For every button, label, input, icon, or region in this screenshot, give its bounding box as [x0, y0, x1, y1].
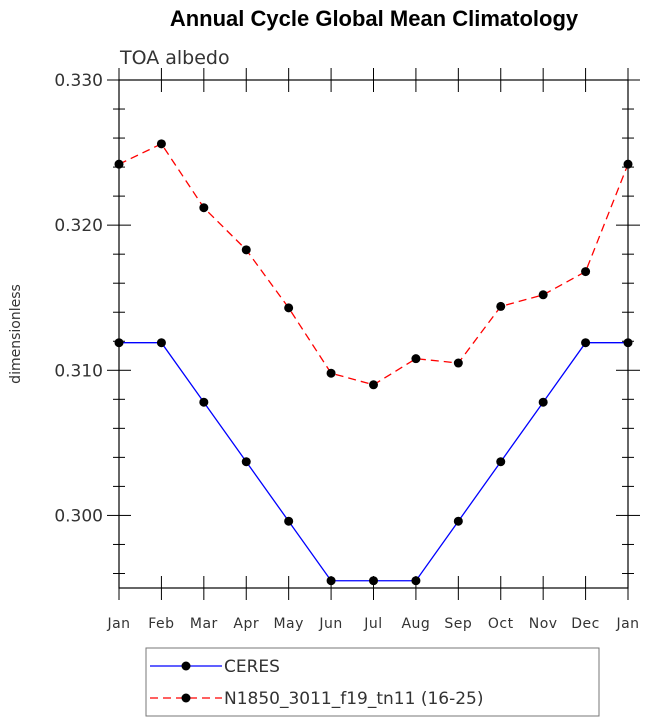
x-tick-label: Mar — [190, 616, 218, 632]
data-point — [496, 457, 506, 467]
legend-marker-ceres — [181, 661, 191, 671]
data-point — [114, 338, 124, 348]
data-point — [241, 245, 251, 255]
data-point — [156, 139, 166, 149]
x-tick-label: Apr — [233, 616, 259, 632]
legend-label-model: N1850_3011_f19_tn11 (16-25) — [224, 689, 484, 709]
x-tick-label: Jun — [318, 616, 342, 632]
y-tick-label: 0.320 — [54, 216, 103, 236]
plot-marks — [114, 139, 633, 586]
x-tick-label: May — [273, 616, 303, 632]
y-axis-label: dimensionless — [8, 284, 24, 384]
data-point — [199, 397, 209, 407]
data-point — [326, 576, 336, 586]
legend-marker-model — [181, 693, 191, 703]
x-tick-label: Jan — [615, 616, 639, 632]
data-point — [538, 397, 548, 407]
data-point — [199, 203, 209, 213]
data-point — [114, 159, 124, 169]
x-tick-label: Aug — [401, 616, 430, 632]
data-point — [581, 267, 591, 277]
x-tick-label: Jan — [106, 616, 130, 632]
legend-box — [145, 647, 600, 717]
data-point — [581, 338, 591, 348]
series-line-ceres — [119, 342, 628, 582]
axes: 0.300 0.310 0.320 0.330 Jan Feb Mar Apr May Jun Ju… — [54, 68, 640, 632]
data-point — [326, 368, 336, 378]
data-point — [369, 380, 378, 390]
data-point — [411, 354, 421, 364]
x-tick-label: Dec — [571, 616, 600, 632]
data-point — [538, 290, 548, 300]
plot-frame — [118, 79, 629, 589]
x-tick-label: Oct — [488, 616, 514, 632]
y-tick-label: 0.300 — [54, 506, 103, 526]
x-tick-label: Jul — [363, 616, 382, 632]
y-tick-label: 0.330 — [54, 71, 103, 91]
data-point — [453, 516, 463, 526]
data-point — [623, 338, 633, 348]
x-tick-label: Feb — [148, 616, 174, 632]
data-point — [284, 303, 294, 313]
data-point — [284, 516, 294, 526]
data-point — [241, 457, 251, 467]
chart-subtitle: TOA albedo — [119, 47, 230, 69]
x-tick-label: Nov — [529, 616, 558, 632]
chart-title: Annual Cycle Global Mean Climatology — [170, 6, 579, 31]
legend: CERES N1850_3011_f19_tn11 (16-25) — [145, 647, 600, 717]
y-tick-label: 0.310 — [54, 361, 103, 381]
data-point — [369, 576, 378, 586]
data-point — [496, 301, 506, 311]
data-point — [156, 338, 166, 348]
data-point — [411, 576, 421, 586]
series-line-model — [118, 143, 629, 386]
x-tick-label: Sep — [444, 616, 472, 632]
data-point — [453, 358, 463, 368]
legend-label-ceres: CERES — [224, 657, 280, 677]
data-point — [623, 159, 633, 169]
